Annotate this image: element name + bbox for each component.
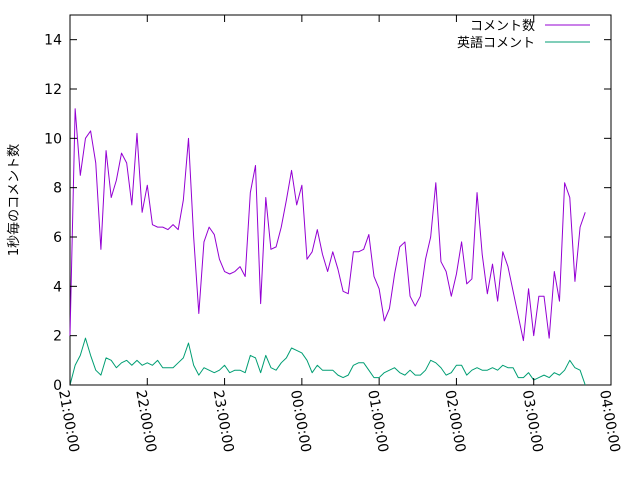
x-tick-label: 23:00:00	[210, 389, 237, 454]
y-tick-label: 6	[53, 230, 62, 246]
y-axis-title: 1秒毎のコメント数	[6, 144, 22, 256]
y-tick-label: 12	[44, 82, 62, 98]
plot-frame	[69, 14, 612, 386]
x-tick-label: 04:00:00	[596, 389, 623, 454]
x-tick-label: 03:00:00	[519, 389, 546, 454]
legend-label-2: 英語コメント	[457, 35, 535, 51]
series-line-2	[69, 337, 586, 386]
y-tick-label: 8	[53, 181, 62, 197]
series-layer	[69, 108, 586, 386]
x-tick-label: 22:00:00	[132, 389, 159, 454]
x-tick-label: 00:00:00	[287, 389, 314, 454]
x-tick-label: 21:00:00	[55, 389, 82, 454]
x-tick-label: 01:00:00	[364, 389, 391, 454]
x-tick-label: 02:00:00	[441, 389, 468, 454]
y-tick-label: 4	[53, 279, 62, 295]
y-tick-label: 10	[44, 131, 62, 147]
plot-border	[69, 14, 612, 386]
series-line-1	[69, 108, 586, 342]
y-tick-label: 2	[53, 329, 62, 345]
legend-label-1: コメント数	[470, 19, 535, 34]
y-tick-label: 0	[53, 378, 62, 394]
y-tick-label: 14	[44, 33, 62, 49]
axis-layer: 0 2 4 6 8 10 12 14 21:00:00 22:00:00 23:00:00 00:00…	[44, 15, 623, 454]
